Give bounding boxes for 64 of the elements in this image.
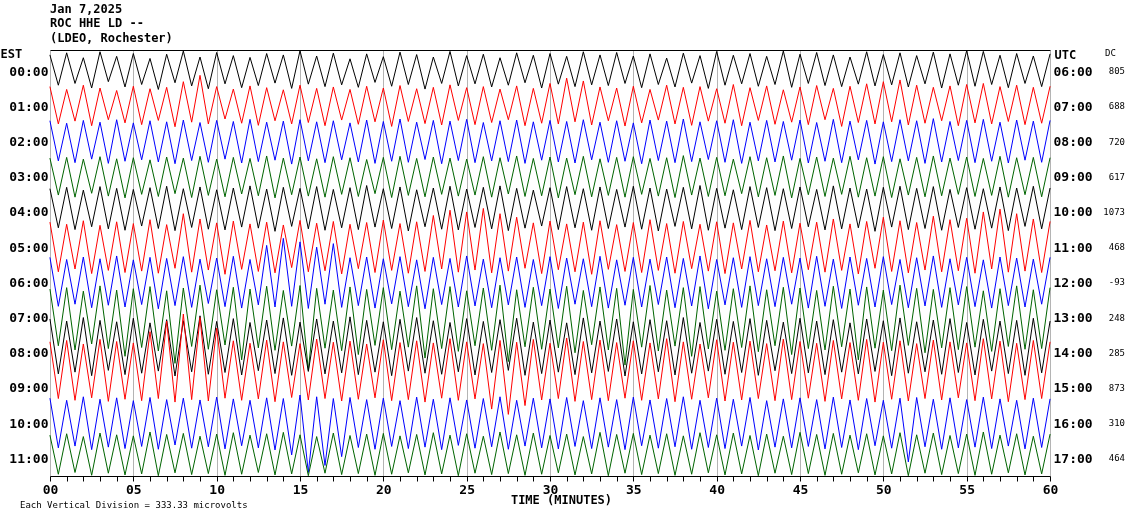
y-tick-label: 01:00: [9, 98, 49, 114]
y-axis-title: EST: [0, 46, 23, 61]
text: 873: [1108, 382, 1125, 393]
line-series: [49, 185, 1051, 232]
x-tick-label: 25: [459, 481, 475, 497]
line-series: [49, 50, 1051, 90]
text: 464: [1108, 453, 1125, 464]
y2-tick-label: 15:00: [1053, 380, 1093, 396]
y2-tick-label: 17:00: [1053, 450, 1093, 466]
y-tick-label: 09:00: [9, 380, 49, 396]
text: 468: [1108, 242, 1125, 253]
y2-tick-label: 11:00: [1053, 239, 1093, 255]
y2-tick-label: 08:00: [1053, 134, 1093, 150]
chart-title: Jan 7,2025: [50, 2, 123, 16]
y-tick-label: 02:00: [9, 134, 49, 150]
text: 248: [1108, 312, 1125, 323]
x-tick-label: 55: [959, 481, 975, 497]
y-tick-label: 03:00: [9, 169, 49, 185]
text: DC: [1105, 48, 1116, 58]
y2-tick-label: 16:00: [1053, 415, 1093, 431]
y2-tick-label: 07:00: [1053, 98, 1093, 114]
x-tick-label: 45: [792, 481, 809, 497]
y-tick-label: 07:00: [9, 310, 49, 326]
y2-tick-label: 06:00: [1053, 63, 1093, 79]
text: Each Vertical Division = 333.33 microvolts: [20, 500, 248, 510]
y-tick-label: 06:00: [9, 274, 49, 290]
line-series: [49, 118, 1051, 165]
text: 310: [1108, 418, 1125, 429]
x-tick-label: 15: [292, 481, 309, 497]
x-tick-label: 60: [1042, 481, 1059, 497]
text: 720: [1108, 136, 1125, 147]
x-tick-label: 40: [709, 481, 726, 497]
chart-subtitle: ROC HHE LD -- (LDEO, Rochester): [50, 16, 173, 45]
x-tick-label: 10: [209, 481, 226, 497]
y-tick-label: 08:00: [9, 345, 49, 361]
text: -93: [1108, 277, 1125, 288]
line-series: [49, 313, 1051, 415]
x-tick-label: 05: [126, 481, 142, 497]
line-series: [49, 237, 1051, 310]
line-series: [49, 74, 1051, 128]
line-series: [49, 207, 1051, 275]
text: 805: [1108, 66, 1125, 77]
y2-tick-label: 13:00: [1053, 310, 1093, 326]
y-tick-label: 10:00: [9, 415, 49, 431]
line-series: [49, 155, 1051, 199]
x-tick-label: 50: [876, 481, 892, 497]
y2-tick-label: 10:00: [1053, 204, 1093, 220]
x-tick-label: 20: [376, 481, 392, 497]
y2-tick-label: 14:00: [1053, 345, 1093, 361]
y-tick-label: 00:00: [9, 63, 49, 79]
text: 688: [1108, 101, 1125, 112]
line-series: [49, 394, 1051, 473]
y-tick-label: 11:00: [9, 450, 49, 466]
y2-axis-title: UTC: [1054, 47, 1077, 62]
text: 1073: [1103, 206, 1125, 217]
y2-tick-label: 12:00: [1053, 274, 1093, 290]
y-tick-label: 05:00: [9, 239, 49, 255]
text: 617: [1108, 171, 1125, 182]
text: 285: [1108, 347, 1125, 358]
x-tick-label: 00: [42, 481, 59, 497]
y-tick-label: 04:00: [9, 204, 49, 220]
y2-tick-label: 09:00: [1053, 169, 1093, 185]
line-series: [49, 315, 1051, 377]
x-tick-label: 35: [626, 481, 642, 497]
